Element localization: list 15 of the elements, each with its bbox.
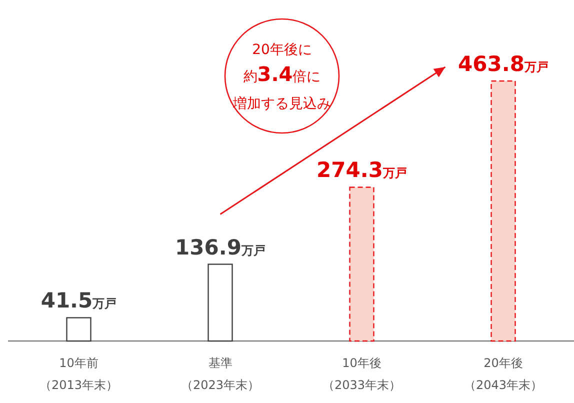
bar xyxy=(490,80,516,342)
x-tick-label: 10年後（2033年末） xyxy=(322,356,402,392)
x-tick-label: 20年後（2043年末） xyxy=(464,356,543,392)
annotation: 約3.4倍に xyxy=(243,62,321,86)
text: 20年後に xyxy=(252,42,312,58)
data-label: 274.3万戸 xyxy=(316,158,407,182)
x-tick-label: 10年前（2013年末） xyxy=(39,356,118,392)
annotation: 増加する見込み xyxy=(232,95,331,112)
x-tick-label: 基準（2023年末） xyxy=(180,356,260,392)
bar xyxy=(208,264,233,342)
bar xyxy=(66,317,92,342)
bar xyxy=(349,186,374,342)
data-label: 41.5万戸 xyxy=(40,288,117,313)
data-label: 463.8万戸 xyxy=(458,52,548,76)
data-label: 136.9万戸 xyxy=(175,235,266,260)
